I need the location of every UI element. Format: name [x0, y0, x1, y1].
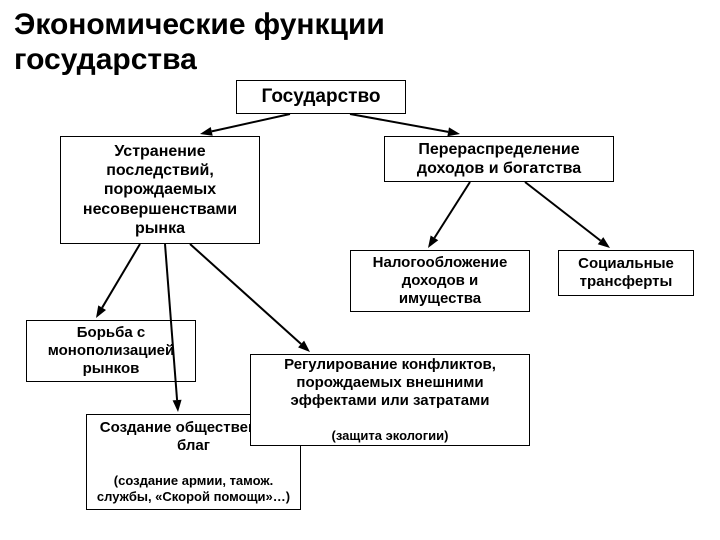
- diagram-canvas: Экономические функции государства Госуда…: [0, 0, 720, 540]
- node-redistribution-label: Перераспределение доходов и богатства: [393, 140, 605, 178]
- node-transfers-label: Социальные трансферты: [567, 255, 685, 291]
- node-market-failures: Устранение последствий, порождаемых несо…: [60, 136, 260, 244]
- node-taxation-label: Налогообложение доходов и имущества: [359, 254, 521, 308]
- node-externalities-label: Регулирование конфликтов, порождаемых вн…: [259, 356, 521, 410]
- node-redistribution: Перераспределение доходов и богатства: [384, 136, 614, 182]
- diagram-title: Экономические функции государства: [14, 8, 534, 77]
- node-externalities-sub: (защита экологии): [332, 428, 449, 444]
- node-root: Государство: [236, 80, 406, 114]
- node-transfers: Социальные трансферты: [558, 250, 694, 296]
- node-root-label: Государство: [262, 86, 381, 109]
- node-externalities: Регулирование конфликтов, порождаемых вн…: [250, 354, 530, 446]
- node-monopoly: Борьба с монополизацией рынков: [26, 320, 196, 382]
- node-market-failures-label: Устранение последствий, порождаемых несо…: [69, 142, 251, 238]
- node-public-goods-sub: (создание армии, тамож. службы, «Скорой …: [95, 473, 292, 504]
- node-monopoly-label: Борьба с монополизацией рынков: [35, 324, 187, 378]
- node-taxation: Налогообложение доходов и имущества: [350, 250, 530, 312]
